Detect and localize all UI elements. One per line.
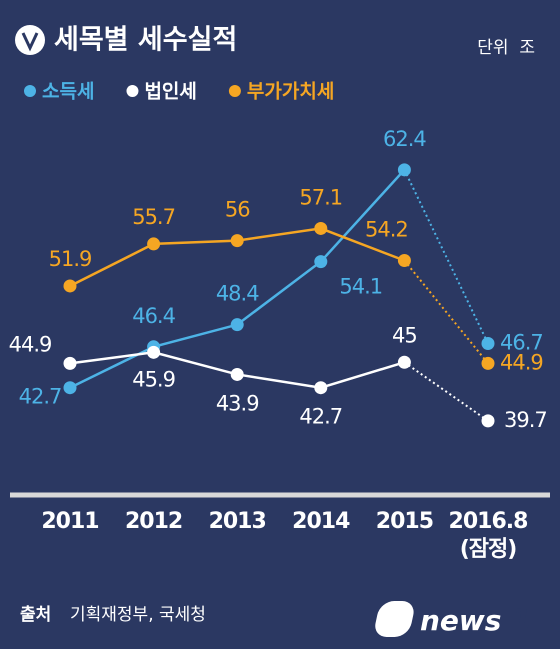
point bbox=[147, 237, 161, 251]
title-icon-check bbox=[21, 32, 39, 52]
data-label: 56 bbox=[225, 198, 250, 222]
legend-marker bbox=[126, 85, 139, 97]
data-label: 43.9 bbox=[216, 391, 259, 415]
line-dotted bbox=[403, 259, 489, 365]
point bbox=[481, 336, 495, 350]
x-tick-label: 2015 bbox=[375, 509, 434, 534]
x-tick-label: 2013 bbox=[208, 509, 267, 534]
point bbox=[230, 318, 244, 332]
point bbox=[63, 356, 77, 370]
x-tick-label: 2012 bbox=[124, 509, 183, 534]
point bbox=[314, 255, 328, 269]
data-label: 44.9 bbox=[500, 350, 543, 374]
data-label: 46.7 bbox=[500, 330, 543, 354]
source: 기획재정부, 국세청 bbox=[70, 605, 206, 625]
data-label: 45.9 bbox=[132, 367, 175, 391]
point bbox=[481, 414, 495, 428]
legend-marker bbox=[24, 85, 36, 97]
x-tick-label: 2011 bbox=[41, 509, 99, 534]
point bbox=[230, 367, 244, 381]
x-tick-label: 2014 bbox=[292, 509, 350, 534]
title-icon bbox=[15, 25, 45, 55]
data-label: 54.1 bbox=[339, 275, 382, 299]
x-tick-label: 2016.8 (잠정) bbox=[448, 509, 529, 562]
point bbox=[481, 356, 495, 370]
data-label: 48.4 bbox=[216, 282, 259, 306]
point bbox=[397, 355, 411, 369]
chart-title: 세목별 세수실적 bbox=[54, 25, 237, 56]
logo-text: news bbox=[420, 604, 501, 637]
legend-label: 소득세 bbox=[42, 81, 94, 103]
logo-mark: 1 bbox=[512, 602, 531, 635]
logo-badge bbox=[375, 601, 414, 637]
data-label: 42.7 bbox=[19, 385, 62, 409]
point bbox=[63, 279, 77, 293]
point bbox=[63, 381, 77, 395]
legend-marker bbox=[228, 85, 241, 97]
data-label: 44.9 bbox=[9, 332, 52, 356]
data-label: 54.2 bbox=[365, 218, 408, 242]
point bbox=[147, 345, 161, 359]
point bbox=[314, 381, 328, 395]
data-label: 42.7 bbox=[299, 405, 342, 429]
line-dotted bbox=[403, 169, 489, 344]
point bbox=[230, 234, 244, 248]
legend-label: 부가가치세 bbox=[247, 81, 334, 103]
data-label: 51.9 bbox=[49, 247, 92, 271]
data-label: 55.7 bbox=[132, 205, 175, 229]
legend-label: 법인세 bbox=[144, 81, 196, 103]
point bbox=[314, 221, 328, 235]
point bbox=[397, 163, 411, 177]
data-label: 62.4 bbox=[383, 127, 426, 151]
line-dotted bbox=[403, 361, 489, 422]
data-label: 45 bbox=[392, 323, 417, 347]
unit-label: 단위 조 bbox=[477, 38, 535, 58]
data-label: 39.7 bbox=[504, 408, 547, 432]
source-label: 출처 bbox=[20, 605, 51, 625]
data-label: 57.1 bbox=[299, 185, 342, 209]
point bbox=[397, 254, 411, 268]
data-label: 46.4 bbox=[132, 304, 175, 328]
